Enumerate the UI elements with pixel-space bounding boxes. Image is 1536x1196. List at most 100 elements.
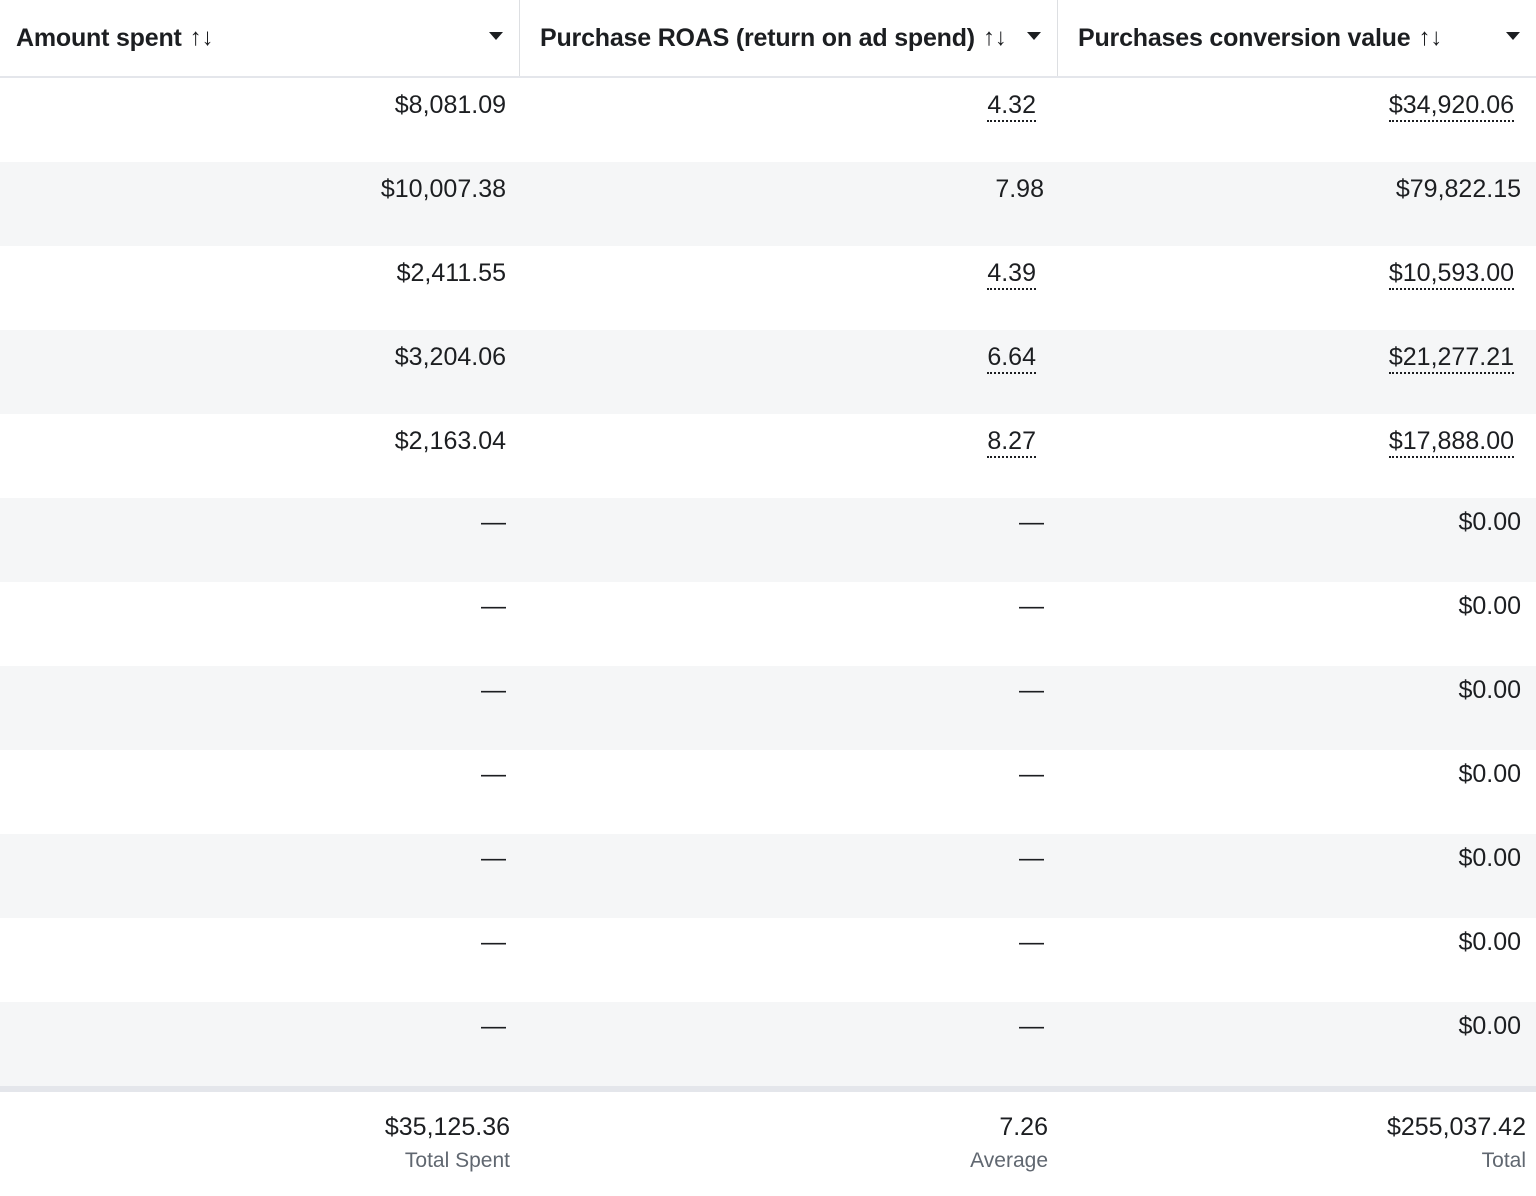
cell-amount-spent: $8,081.09 [0,78,520,162]
purchase-roas-value: — [1019,928,1044,956]
cell-purchase-roas[interactable]: 4.32 [520,78,1058,162]
purchase-roas-value: — [1019,1012,1044,1040]
purchase-roas-value: — [1019,844,1044,872]
amount-spent-value: — [481,760,506,788]
dropdown-caret-icon[interactable] [1506,32,1520,40]
conversion-value: $0.00 [1458,928,1521,956]
purchase-roas-value[interactable]: 4.32 [987,91,1036,122]
table-row: — — $0.00 [0,1002,1536,1086]
footer-amount-spent: $35,125.36 Total Spent [0,1092,520,1196]
total-spent-label: Total Spent [404,1149,510,1172]
purchase-roas-value: — [1019,760,1044,788]
table-row: $2,411.55 4.39 $10,593.00 [0,246,1536,330]
amount-spent-value: $3,204.06 [394,343,506,371]
amount-spent-value: — [481,592,506,620]
cell-purchase-roas[interactable]: 4.39 [520,246,1058,330]
cell-purchase-roas: — [520,582,1058,666]
cell-conversion-value: $0.00 [1058,918,1536,1002]
table-row: $3,204.06 6.64 $21,277.21 [0,330,1536,414]
conversion-value: $0.00 [1458,676,1521,704]
cell-amount-spent: — [0,834,520,918]
amount-spent-value: $10,007.38 [380,175,506,203]
column-header-purchases-conversion-value[interactable]: Purchases conversion value ↑↓ [1058,0,1536,76]
column-label: Purchase ROAS (return on ad spend) [540,23,975,52]
cell-purchase-roas: — [520,834,1058,918]
cell-purchase-roas: — [520,666,1058,750]
cell-conversion-value[interactable]: $21,277.21 [1058,330,1536,414]
cell-conversion-value: $0.00 [1058,582,1536,666]
cell-conversion-value[interactable]: $17,888.00 [1058,414,1536,498]
purchase-roas-value[interactable]: 6.64 [987,343,1036,374]
total-spent-value: $35,125.36 [384,1113,510,1141]
table-header: Amount spent ↑↓ Purchase ROAS (return on… [0,0,1536,78]
cell-amount-spent: $2,163.04 [0,414,520,498]
cell-amount-spent: $3,204.06 [0,330,520,414]
column-label: Amount spent [16,23,182,52]
amount-spent-value: $2,163.04 [394,427,506,455]
cell-amount-spent: $10,007.38 [0,162,520,246]
conversion-value: $0.00 [1458,508,1521,536]
conversion-value[interactable]: $17,888.00 [1388,427,1514,458]
cell-amount-spent: — [0,1002,520,1086]
table-row: — — $0.00 [0,834,1536,918]
amount-spent-value: $2,411.55 [396,259,506,287]
cell-amount-spent: — [0,750,520,834]
conversion-value[interactable]: $10,593.00 [1388,259,1514,290]
table-row: $2,163.04 8.27 $17,888.00 [0,414,1536,498]
table-row: — — $0.00 [0,666,1536,750]
cell-purchase-roas: — [520,750,1058,834]
cell-amount-spent: — [0,666,520,750]
total-value: $255,037.42 [1386,1113,1526,1141]
average-roas-label: Average [970,1149,1048,1172]
amount-spent-value: — [481,676,506,704]
cell-amount-spent: — [0,498,520,582]
cell-purchase-roas: 7.98 [520,162,1058,246]
cell-conversion-value: $79,822.15 [1058,162,1536,246]
column-header-purchase-roas[interactable]: Purchase ROAS (return on ad spend) ↑↓ [520,0,1058,76]
cell-purchase-roas[interactable]: 6.64 [520,330,1058,414]
cell-purchase-roas: — [520,1002,1058,1086]
purchase-roas-value: — [1019,508,1044,536]
table-row: — — $0.00 [0,918,1536,1002]
footer-divider [0,1086,1536,1092]
conversion-value: $0.00 [1458,1012,1521,1040]
table-row: — — $0.00 [0,582,1536,666]
cell-conversion-value: $0.00 [1058,750,1536,834]
dropdown-caret-icon[interactable] [1027,32,1041,40]
footer-roas: 7.26 Average [520,1092,1058,1196]
total-value-label: Total [1481,1149,1526,1172]
cell-conversion-value[interactable]: $10,593.00 [1058,246,1536,330]
cell-amount-spent: $2,411.55 [0,246,520,330]
cell-purchase-roas: — [520,918,1058,1002]
amount-spent-value: — [481,1012,506,1040]
sort-icon[interactable]: ↑↓ [1418,24,1443,51]
cell-conversion-value[interactable]: $34,920.06 [1058,78,1536,162]
cell-purchase-roas[interactable]: 8.27 [520,414,1058,498]
dropdown-caret-icon[interactable] [489,32,503,40]
table-body: $8,081.09 4.32 $34,920.06 $10,007.38 7.98 $79… [0,78,1536,1086]
conversion-value[interactable]: $34,920.06 [1388,91,1514,122]
conversion-value: $79,822.15 [1395,175,1521,203]
purchase-roas-value: — [1019,676,1044,704]
table-row: — — $0.00 [0,498,1536,582]
average-roas-value: 7.26 [999,1113,1048,1141]
cell-conversion-value: $0.00 [1058,834,1536,918]
cell-conversion-value: $0.00 [1058,666,1536,750]
purchase-roas-value: — [1019,592,1044,620]
cell-conversion-value: $0.00 [1058,498,1536,582]
conversion-value: $0.00 [1458,760,1521,788]
sort-icon[interactable]: ↑↓ [982,24,1007,51]
amount-spent-value: — [481,844,506,872]
table-row: — — $0.00 [0,750,1536,834]
cell-amount-spent: — [0,918,520,1002]
purchase-roas-value[interactable]: 8.27 [987,427,1036,458]
purchase-roas-value[interactable]: 4.39 [987,259,1036,290]
amount-spent-value: — [481,928,506,956]
amount-spent-value: $8,081.09 [394,91,506,119]
cell-purchase-roas: — [520,498,1058,582]
column-header-amount-spent[interactable]: Amount spent ↑↓ [0,0,520,76]
conversion-value[interactable]: $21,277.21 [1388,343,1514,374]
table-row: $8,081.09 4.32 $34,920.06 [0,78,1536,162]
sort-icon[interactable]: ↑↓ [189,24,214,51]
